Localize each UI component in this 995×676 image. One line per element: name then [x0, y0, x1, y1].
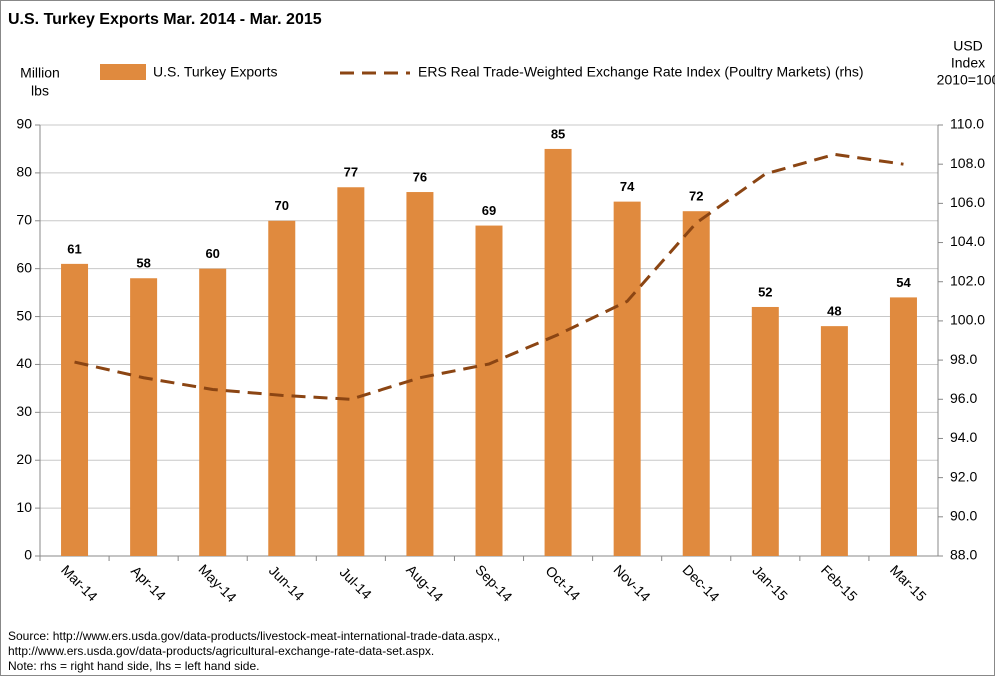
bar [544, 148, 572, 556]
bar [61, 263, 89, 556]
y2-tick-label: 94.0 [950, 429, 977, 445]
data-label: 52 [758, 284, 772, 299]
y-tick-label: 30 [16, 403, 32, 419]
y-axis-label: lbs [31, 83, 49, 99]
data-label: 70 [275, 198, 289, 213]
data-label: 76 [413, 169, 427, 184]
y2-axis-label: 2010=100 [937, 72, 995, 88]
bar [268, 220, 296, 556]
data-label: 54 [896, 275, 911, 290]
legend-swatch [100, 64, 146, 80]
y-tick-label: 20 [16, 451, 32, 467]
legend-label: U.S. Turkey Exports [153, 64, 277, 80]
y2-tick-label: 100.0 [950, 312, 985, 328]
bar [820, 326, 848, 556]
y2-tick-label: 90.0 [950, 508, 977, 524]
bar [889, 297, 917, 556]
y-tick-label: 10 [16, 499, 32, 515]
y2-tick-label: 96.0 [950, 390, 977, 406]
y-axis-label: Million [20, 65, 60, 81]
bar [751, 306, 779, 556]
bar [199, 268, 227, 556]
y-tick-label: 40 [16, 355, 32, 371]
y2-tick-label: 106.0 [950, 194, 985, 210]
y2-tick-label: 98.0 [950, 351, 977, 367]
data-label: 85 [551, 126, 565, 141]
bar [475, 225, 503, 557]
y-tick-label: 80 [16, 164, 32, 180]
y-tick-label: 70 [16, 211, 32, 227]
y2-axis-label: Index [951, 55, 985, 71]
y2-tick-label: 110.0 [950, 116, 984, 132]
chart-title: U.S. Turkey Exports Mar. 2014 - Mar. 201… [8, 11, 322, 28]
bar [337, 187, 365, 556]
data-label: 60 [205, 246, 219, 261]
y2-tick-label: 102.0 [950, 272, 985, 288]
y2-tick-label: 88.0 [950, 547, 977, 563]
data-label: 77 [344, 165, 358, 180]
y2-tick-label: 104.0 [950, 233, 985, 249]
source-note: Source: http://www.ers.usda.gov/data-pro… [8, 629, 500, 643]
data-label: 72 [689, 189, 703, 204]
data-label: 58 [136, 256, 150, 271]
y2-tick-label: 92.0 [950, 468, 977, 484]
y2-tick-label: 108.0 [950, 155, 985, 171]
y-tick-label: 90 [16, 116, 32, 132]
data-label: 61 [67, 241, 81, 256]
y-tick-label: 50 [16, 307, 32, 323]
y-tick-label: 60 [16, 259, 32, 275]
source-note: Note: rhs = right hand side, lhs = left … [8, 659, 259, 673]
data-label: 48 [827, 304, 841, 319]
y-tick-label: 0 [24, 547, 32, 563]
data-label: 69 [482, 203, 496, 218]
y2-axis-label: USD [953, 38, 983, 54]
bar [682, 211, 710, 556]
line [74, 152, 904, 401]
bar [130, 278, 158, 556]
bar [406, 192, 434, 557]
source-note: http://www.ers.usda.gov/data-products/ag… [8, 644, 434, 658]
data-label: 74 [620, 179, 635, 194]
bar [613, 201, 641, 556]
legend-label: ERS Real Trade-Weighted Exchange Rate In… [418, 64, 864, 80]
